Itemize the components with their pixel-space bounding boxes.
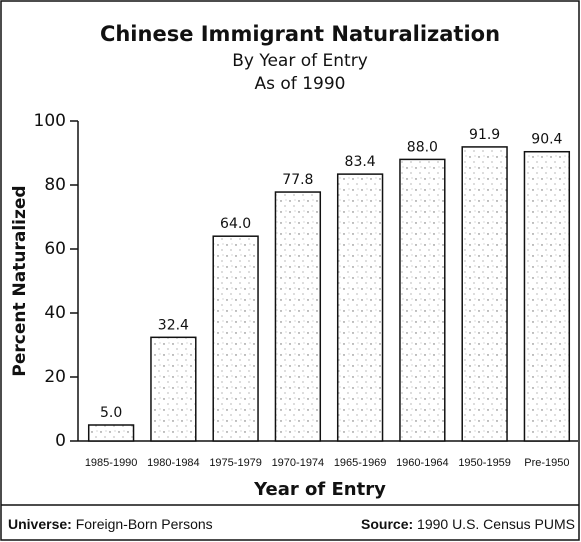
y-tick-label: 100 (34, 111, 66, 131)
y-axis-label: Percent Naturalized (10, 185, 30, 376)
value-label: 5.0 (100, 405, 122, 421)
x-tick-label: 1975-1979 (209, 457, 262, 469)
footer-text: Foreign-Born Persons (76, 516, 213, 532)
x-tick-label: 1970-1974 (272, 457, 325, 469)
value-label: 83.4 (345, 154, 376, 170)
bar (150, 336, 197, 442)
value-label: 64.0 (220, 216, 251, 232)
chart-title: Chinese Immigrant Naturalization (100, 22, 500, 46)
chart-subtitle: By Year of Entry (232, 51, 368, 71)
footer-label: Universe: (8, 516, 72, 532)
value-label: 88.0 (407, 139, 438, 155)
bar (212, 235, 259, 442)
chart-subtitle: As of 1990 (255, 74, 346, 94)
footer-universe: Universe: Foreign-Born Persons (8, 516, 213, 532)
footer-text: 1990 U.S. Census PUMS (417, 516, 575, 532)
bar (399, 158, 446, 442)
bar (274, 191, 322, 442)
value-label: 90.4 (531, 132, 562, 148)
bar (87, 424, 135, 442)
value-label: 77.8 (282, 172, 313, 188)
x-tick-label: 1960-1964 (396, 457, 449, 469)
y-tick-label: 20 (44, 367, 66, 387)
x-tick-label: Pre-1950 (524, 457, 569, 469)
bar (336, 173, 384, 442)
x-tick-label: 1985-1990 (85, 457, 138, 469)
bar (523, 150, 571, 442)
y-tick-label: 0 (55, 431, 66, 451)
x-tick-label: 1950-1959 (458, 457, 511, 469)
y-tick-label: 60 (44, 239, 66, 259)
bar (461, 146, 508, 442)
x-axis-label: Year of Entry (253, 479, 386, 500)
y-tick-label: 80 (44, 175, 66, 195)
value-label: 32.4 (158, 317, 189, 333)
x-tick-label: 1965-1969 (334, 457, 387, 469)
footer-source: Source: 1990 U.S. Census PUMS (361, 516, 575, 532)
x-tick-label: 1980-1984 (147, 457, 200, 469)
y-tick-label: 40 (44, 303, 66, 323)
footer-label: Source: (361, 516, 413, 532)
value-label: 91.9 (469, 127, 500, 143)
